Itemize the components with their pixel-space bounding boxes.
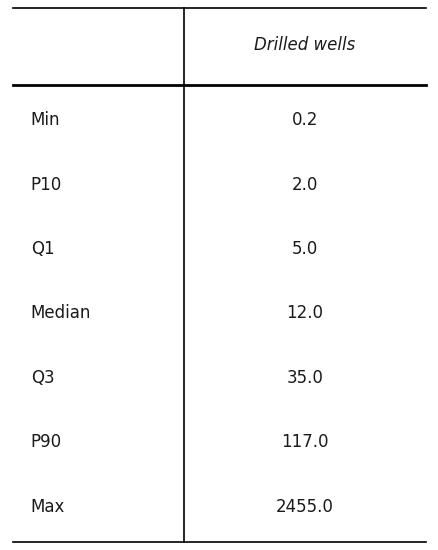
Text: Q1: Q1 [31, 240, 54, 258]
Text: 5.0: 5.0 [291, 240, 318, 258]
Text: P10: P10 [31, 175, 62, 194]
Text: 0.2: 0.2 [291, 111, 318, 129]
Text: Median: Median [31, 305, 91, 322]
Text: P90: P90 [31, 433, 62, 452]
Text: Max: Max [31, 498, 65, 516]
Text: Q3: Q3 [31, 369, 54, 387]
Text: 2.0: 2.0 [291, 175, 318, 194]
Text: 12.0: 12.0 [286, 305, 323, 322]
Text: 117.0: 117.0 [281, 433, 328, 452]
Text: 35.0: 35.0 [286, 369, 323, 387]
Text: Drilled wells: Drilled wells [254, 36, 355, 54]
Text: 2455.0: 2455.0 [276, 498, 333, 516]
Text: Min: Min [31, 111, 60, 129]
